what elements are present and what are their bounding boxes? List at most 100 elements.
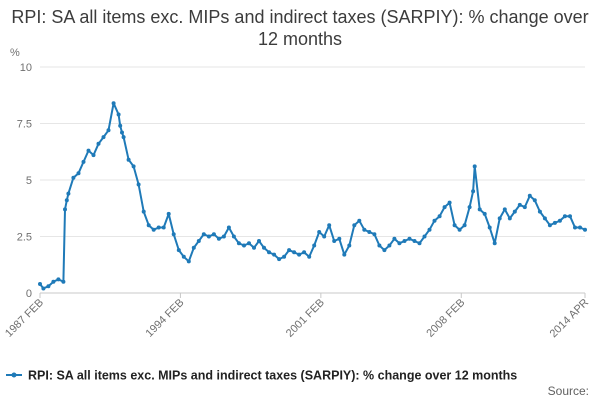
data-point[interactable] (257, 239, 261, 243)
data-point[interactable] (96, 141, 101, 146)
data-point[interactable] (226, 225, 231, 230)
data-point[interactable] (161, 225, 166, 230)
data-point[interactable] (573, 225, 577, 230)
data-point[interactable] (171, 232, 176, 237)
data-point[interactable] (332, 239, 337, 243)
data-point[interactable] (492, 241, 497, 246)
data-point[interactable] (512, 209, 517, 214)
data-point[interactable] (467, 205, 472, 210)
data-point[interactable] (417, 241, 422, 246)
data-point[interactable] (317, 230, 322, 234)
data-point[interactable] (472, 164, 477, 169)
data-point[interactable] (166, 211, 171, 216)
data-point[interactable] (38, 282, 42, 286)
data-point[interactable] (267, 250, 271, 255)
data-point[interactable] (66, 191, 71, 196)
data-point[interactable] (181, 254, 186, 259)
data-point[interactable] (236, 241, 241, 246)
data-point[interactable] (382, 248, 387, 253)
data-point[interactable] (442, 205, 447, 210)
data-point[interactable] (216, 236, 221, 241)
data-point[interactable] (151, 227, 156, 232)
data-point[interactable] (292, 250, 297, 255)
data-point[interactable] (297, 252, 302, 257)
data-point[interactable] (507, 216, 512, 221)
data-point[interactable] (482, 211, 487, 216)
data-point[interactable] (196, 239, 201, 243)
data-point[interactable] (568, 214, 572, 219)
data-point[interactable] (362, 227, 367, 232)
data-point[interactable] (86, 148, 91, 153)
data-point[interactable] (407, 236, 412, 241)
legend[interactable]: RPI: SA all items exc. MIPs and indirect… (6, 369, 517, 383)
data-point[interactable] (392, 236, 397, 241)
data-point[interactable] (552, 220, 557, 225)
data-point[interactable] (517, 202, 522, 207)
data-point[interactable] (457, 227, 462, 232)
data-point[interactable] (452, 223, 457, 228)
data-point[interactable] (146, 223, 151, 228)
data-point[interactable] (116, 112, 121, 117)
data-point[interactable] (51, 279, 56, 284)
data-point[interactable] (118, 123, 123, 128)
data-point[interactable] (367, 230, 372, 234)
data-point[interactable] (397, 241, 402, 246)
data-point[interactable] (342, 252, 347, 257)
data-point[interactable] (312, 243, 317, 248)
data-point[interactable] (532, 198, 537, 203)
data-point[interactable] (136, 182, 141, 187)
data-point[interactable] (471, 189, 476, 194)
data-point[interactable] (247, 241, 251, 246)
data-point[interactable] (91, 153, 96, 158)
data-point[interactable] (372, 232, 377, 237)
data-point[interactable] (347, 243, 352, 248)
data-point[interactable] (252, 245, 256, 250)
data-point[interactable] (412, 239, 417, 243)
data-point[interactable] (121, 135, 126, 140)
data-point[interactable] (497, 216, 502, 221)
data-point[interactable] (131, 164, 136, 169)
data-point[interactable] (352, 223, 357, 228)
data-point[interactable] (111, 101, 116, 106)
data-point[interactable] (81, 159, 86, 164)
data-point[interactable] (537, 209, 542, 214)
data-point[interactable] (56, 277, 61, 282)
data-point[interactable] (277, 257, 282, 262)
data-point[interactable] (61, 279, 66, 284)
data-point[interactable] (557, 218, 562, 223)
data-point[interactable] (282, 254, 287, 259)
data-point[interactable] (377, 243, 382, 248)
data-point[interactable] (120, 130, 124, 135)
data-point[interactable] (432, 218, 437, 223)
data-point[interactable] (583, 227, 587, 232)
data-point[interactable] (156, 225, 161, 230)
data-point[interactable] (462, 223, 467, 228)
data-point[interactable] (76, 171, 81, 176)
data-point[interactable] (272, 252, 277, 257)
data-point[interactable] (141, 209, 146, 214)
data-point[interactable] (402, 239, 407, 243)
data-point[interactable] (41, 286, 46, 291)
data-point[interactable] (487, 225, 492, 230)
data-point[interactable] (387, 243, 392, 248)
data-point[interactable] (46, 284, 51, 289)
data-point[interactable] (101, 135, 106, 140)
data-point[interactable] (322, 234, 327, 239)
legend-label[interactable]: RPI: SA all items exc. MIPs and indirect… (28, 369, 517, 383)
data-point[interactable] (578, 225, 582, 230)
data-point[interactable] (64, 198, 69, 203)
data-point[interactable] (206, 234, 211, 239)
data-point[interactable] (211, 232, 216, 237)
data-point[interactable] (422, 234, 427, 239)
data-point[interactable] (242, 243, 246, 248)
data-point[interactable] (562, 214, 567, 219)
data-point[interactable] (447, 200, 452, 205)
data-point[interactable] (186, 259, 191, 264)
data-point[interactable] (357, 218, 362, 223)
data-point[interactable] (542, 216, 547, 221)
data-point[interactable] (71, 175, 76, 180)
data-point[interactable] (126, 157, 131, 162)
data-point[interactable] (231, 234, 236, 239)
data-point[interactable] (477, 207, 482, 212)
data-point[interactable] (221, 234, 226, 239)
